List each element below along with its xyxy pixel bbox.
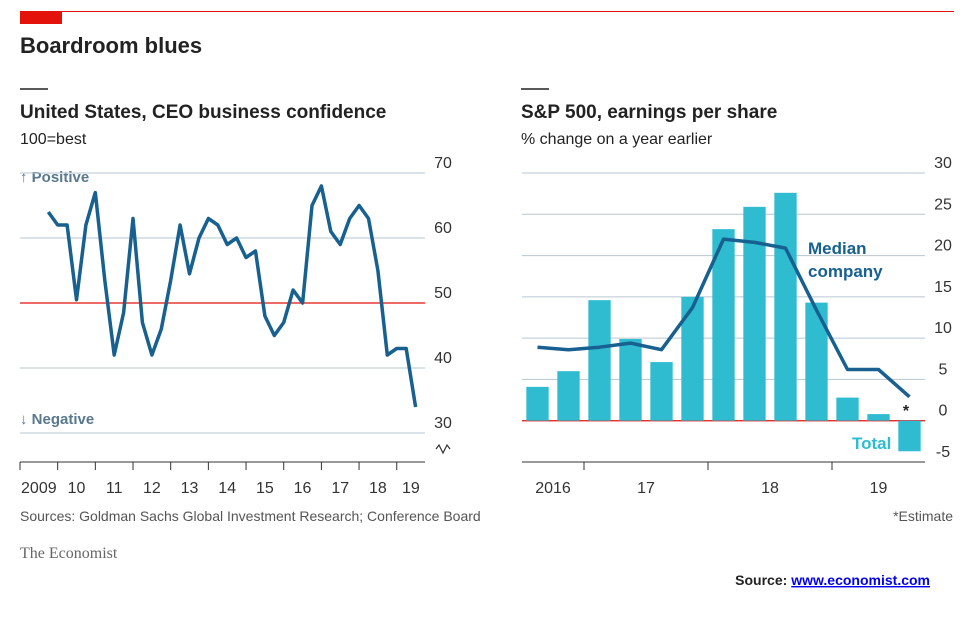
x-tick-label: 18 xyxy=(369,480,387,497)
y-tick-label: 70 xyxy=(434,155,452,172)
y-tick-label: 50 xyxy=(434,285,452,302)
chart-subtitle: % change on a year earlier xyxy=(521,131,713,148)
red-tag xyxy=(20,11,62,24)
annotation: * xyxy=(903,403,910,420)
x-tick-label: 16 xyxy=(294,480,312,497)
x-tick-label: 11 xyxy=(106,480,123,497)
axis-break xyxy=(435,443,451,455)
footnote: *Estimate xyxy=(893,508,953,524)
bar xyxy=(836,397,859,421)
bar xyxy=(588,300,611,421)
y-tick-label: 40 xyxy=(434,350,452,367)
y-tick-label: 60 xyxy=(434,220,452,237)
bar xyxy=(712,229,735,421)
x-tick-label: 17 xyxy=(331,480,349,497)
page-title: Boardroom blues xyxy=(20,33,202,58)
x-tick-label: 19 xyxy=(870,480,888,497)
x-tick-label: 12 xyxy=(143,480,161,497)
chart-subtitle: 100=best xyxy=(20,131,87,148)
line xyxy=(46,184,418,408)
series-label-box: Median company xyxy=(808,239,883,281)
chart-title: S&P 500, earnings per share xyxy=(521,102,777,123)
x-tick-label: 2009 xyxy=(21,480,57,497)
bar xyxy=(774,192,797,421)
source: Sources: Goldman Sachs Global Investment… xyxy=(20,508,481,524)
x-tick-label: 2016 xyxy=(535,480,571,497)
bar xyxy=(805,302,828,421)
y-tick-label: 0 xyxy=(939,403,948,420)
bar xyxy=(526,386,549,421)
x-tick-label: 17 xyxy=(637,480,655,497)
credit-label: Source: xyxy=(735,572,787,588)
y-tick-label: 20 xyxy=(934,238,952,255)
bar xyxy=(898,420,921,452)
x-tick-label: 14 xyxy=(218,480,236,497)
bar xyxy=(557,371,580,421)
bar xyxy=(743,206,766,421)
y-tick-label: 15 xyxy=(934,279,952,296)
bar xyxy=(681,296,704,421)
series-label: Median company xyxy=(808,239,883,281)
series-label: Total xyxy=(852,434,891,453)
bar xyxy=(867,414,890,421)
y-tick-label: 25 xyxy=(934,196,952,213)
x-tick-label: 19 xyxy=(402,480,420,497)
y-tick-label: 10 xyxy=(934,320,952,337)
y-tick-label: 30 xyxy=(434,415,452,432)
bar xyxy=(650,362,673,421)
bar xyxy=(619,338,642,421)
annotation: ↑ Positive xyxy=(20,169,89,186)
y-tick-label: 5 xyxy=(939,361,948,378)
line xyxy=(537,237,911,399)
x-tick-label: 10 xyxy=(68,480,86,497)
x-tick-label: 18 xyxy=(761,480,779,497)
chart-title: United States, CEO business confidence xyxy=(20,102,386,123)
credit: Source: www.economist.com xyxy=(735,572,930,588)
brand: The Economist xyxy=(20,545,118,562)
x-tick-label: 13 xyxy=(181,480,199,497)
x-tick-label: 15 xyxy=(256,480,274,497)
credit-link[interactable]: www.economist.com xyxy=(790,572,930,588)
annotation: ↓ Negative xyxy=(20,411,94,428)
y-tick-label: 30 xyxy=(934,155,952,172)
y-tick-label: -5 xyxy=(936,444,950,461)
